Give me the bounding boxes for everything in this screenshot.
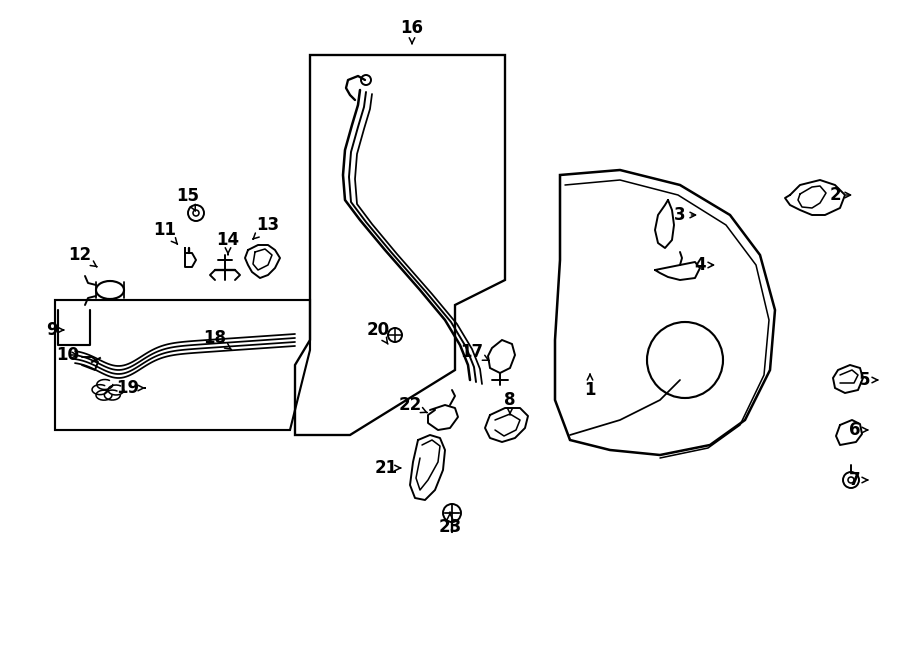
Text: 14: 14 (216, 231, 239, 254)
Text: 4: 4 (694, 256, 714, 274)
Text: 12: 12 (68, 246, 97, 267)
Text: 5: 5 (860, 371, 878, 389)
Text: 23: 23 (438, 512, 462, 536)
Text: 3: 3 (674, 206, 696, 224)
Text: 9: 9 (46, 321, 64, 339)
Text: 16: 16 (400, 19, 424, 44)
Text: 8: 8 (504, 391, 516, 414)
Text: 15: 15 (176, 187, 200, 211)
Text: 7: 7 (850, 471, 868, 489)
Text: 19: 19 (116, 379, 145, 397)
Text: 2: 2 (829, 186, 850, 204)
Text: 21: 21 (374, 459, 400, 477)
Text: 18: 18 (203, 329, 231, 350)
Text: 17: 17 (461, 343, 489, 361)
Text: 10: 10 (57, 346, 79, 364)
Text: 13: 13 (253, 216, 280, 239)
Text: 1: 1 (584, 374, 596, 399)
Text: 6: 6 (850, 421, 868, 439)
Text: 11: 11 (154, 221, 177, 244)
Text: 22: 22 (399, 396, 427, 414)
Text: 20: 20 (366, 321, 390, 344)
